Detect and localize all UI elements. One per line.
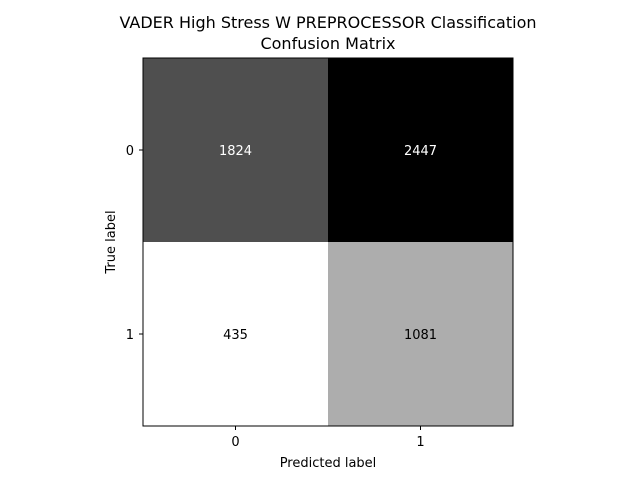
plot-frame [142, 57, 514, 427]
y-tick-label-1: 1 [126, 328, 134, 343]
cell-value-label-1-0: 435 [223, 328, 248, 343]
matrix-cell-1-0 [143, 242, 328, 426]
matrix-cell-labels: 1824 2447 435 1081 [219, 144, 437, 343]
cell-value-label-0-1: 2447 [404, 144, 437, 159]
x-tick-label-0: 0 [231, 435, 239, 450]
matrix-cell-0-0 [143, 58, 328, 242]
x-axis-label: Predicted label [280, 456, 377, 471]
matrix-cells [143, 58, 513, 426]
x-tick-label-1: 1 [416, 435, 424, 450]
matrix-cell-0-1 [328, 58, 513, 242]
cell-value-label-0-0: 1824 [219, 144, 252, 159]
cell-value-label-1-1: 1081 [404, 328, 437, 343]
y-axis-ticks: 01 [126, 144, 143, 343]
chart-title-line2: Confusion Matrix [260, 34, 395, 53]
y-axis-label: True label [104, 210, 119, 274]
matrix-cell-1-1 [328, 242, 513, 426]
y-tick-label-0: 0 [126, 144, 134, 159]
chart-title-line1: VADER High Stress W PREPROCESSOR Classif… [119, 13, 536, 32]
